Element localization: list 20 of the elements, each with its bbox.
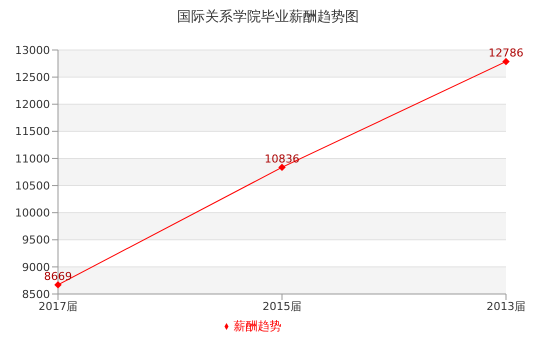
- y-tick-label: 9500: [22, 234, 50, 247]
- y-tick-label: 11500: [15, 125, 50, 138]
- y-tick-label: 12000: [15, 98, 50, 112]
- data-label: 8669: [44, 270, 72, 283]
- x-tick-label: 2015届: [262, 300, 302, 313]
- point: [54, 281, 62, 288]
- legend-label: 薪酬趋势: [234, 319, 282, 333]
- x-tick-label: 2013届: [486, 300, 526, 313]
- y-tick-label: 12500: [15, 71, 50, 84]
- y-tick-label: 11000: [15, 152, 50, 166]
- data-label: 12786: [488, 46, 524, 60]
- chart-title: 国际关系学院毕业薪酬趋势图: [176, 8, 360, 26]
- x-tick-label: 2017届: [38, 300, 78, 313]
- y-tick-label: 13000: [15, 44, 50, 57]
- data-label: 10836: [264, 152, 300, 166]
- y-tick-label: 8500: [22, 288, 50, 301]
- y-tick-label: 10000: [15, 206, 50, 220]
- point: [502, 58, 510, 66]
- y-tick-label: 10500: [15, 179, 50, 192]
- point: [278, 164, 286, 171]
